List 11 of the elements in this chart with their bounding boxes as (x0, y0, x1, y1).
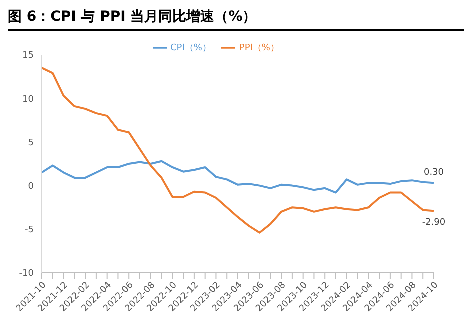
y-tick-label: 5 (28, 138, 34, 148)
data-label: -2.90 (422, 218, 446, 228)
data-label: 0.30 (424, 168, 444, 178)
y-tick-label: 15 (22, 51, 34, 62)
y-tick-label: 10 (22, 94, 34, 105)
y-tick-label: 0 (28, 182, 34, 192)
chart-title: 图 6：CPI 与 PPI 当月同比增速（%） (8, 8, 464, 31)
y-tick-label: -10 (19, 269, 34, 280)
legend-label: CPI（%） (170, 43, 212, 54)
legend-label: PPI（%） (239, 43, 280, 54)
y-tick-label: -5 (25, 226, 34, 236)
